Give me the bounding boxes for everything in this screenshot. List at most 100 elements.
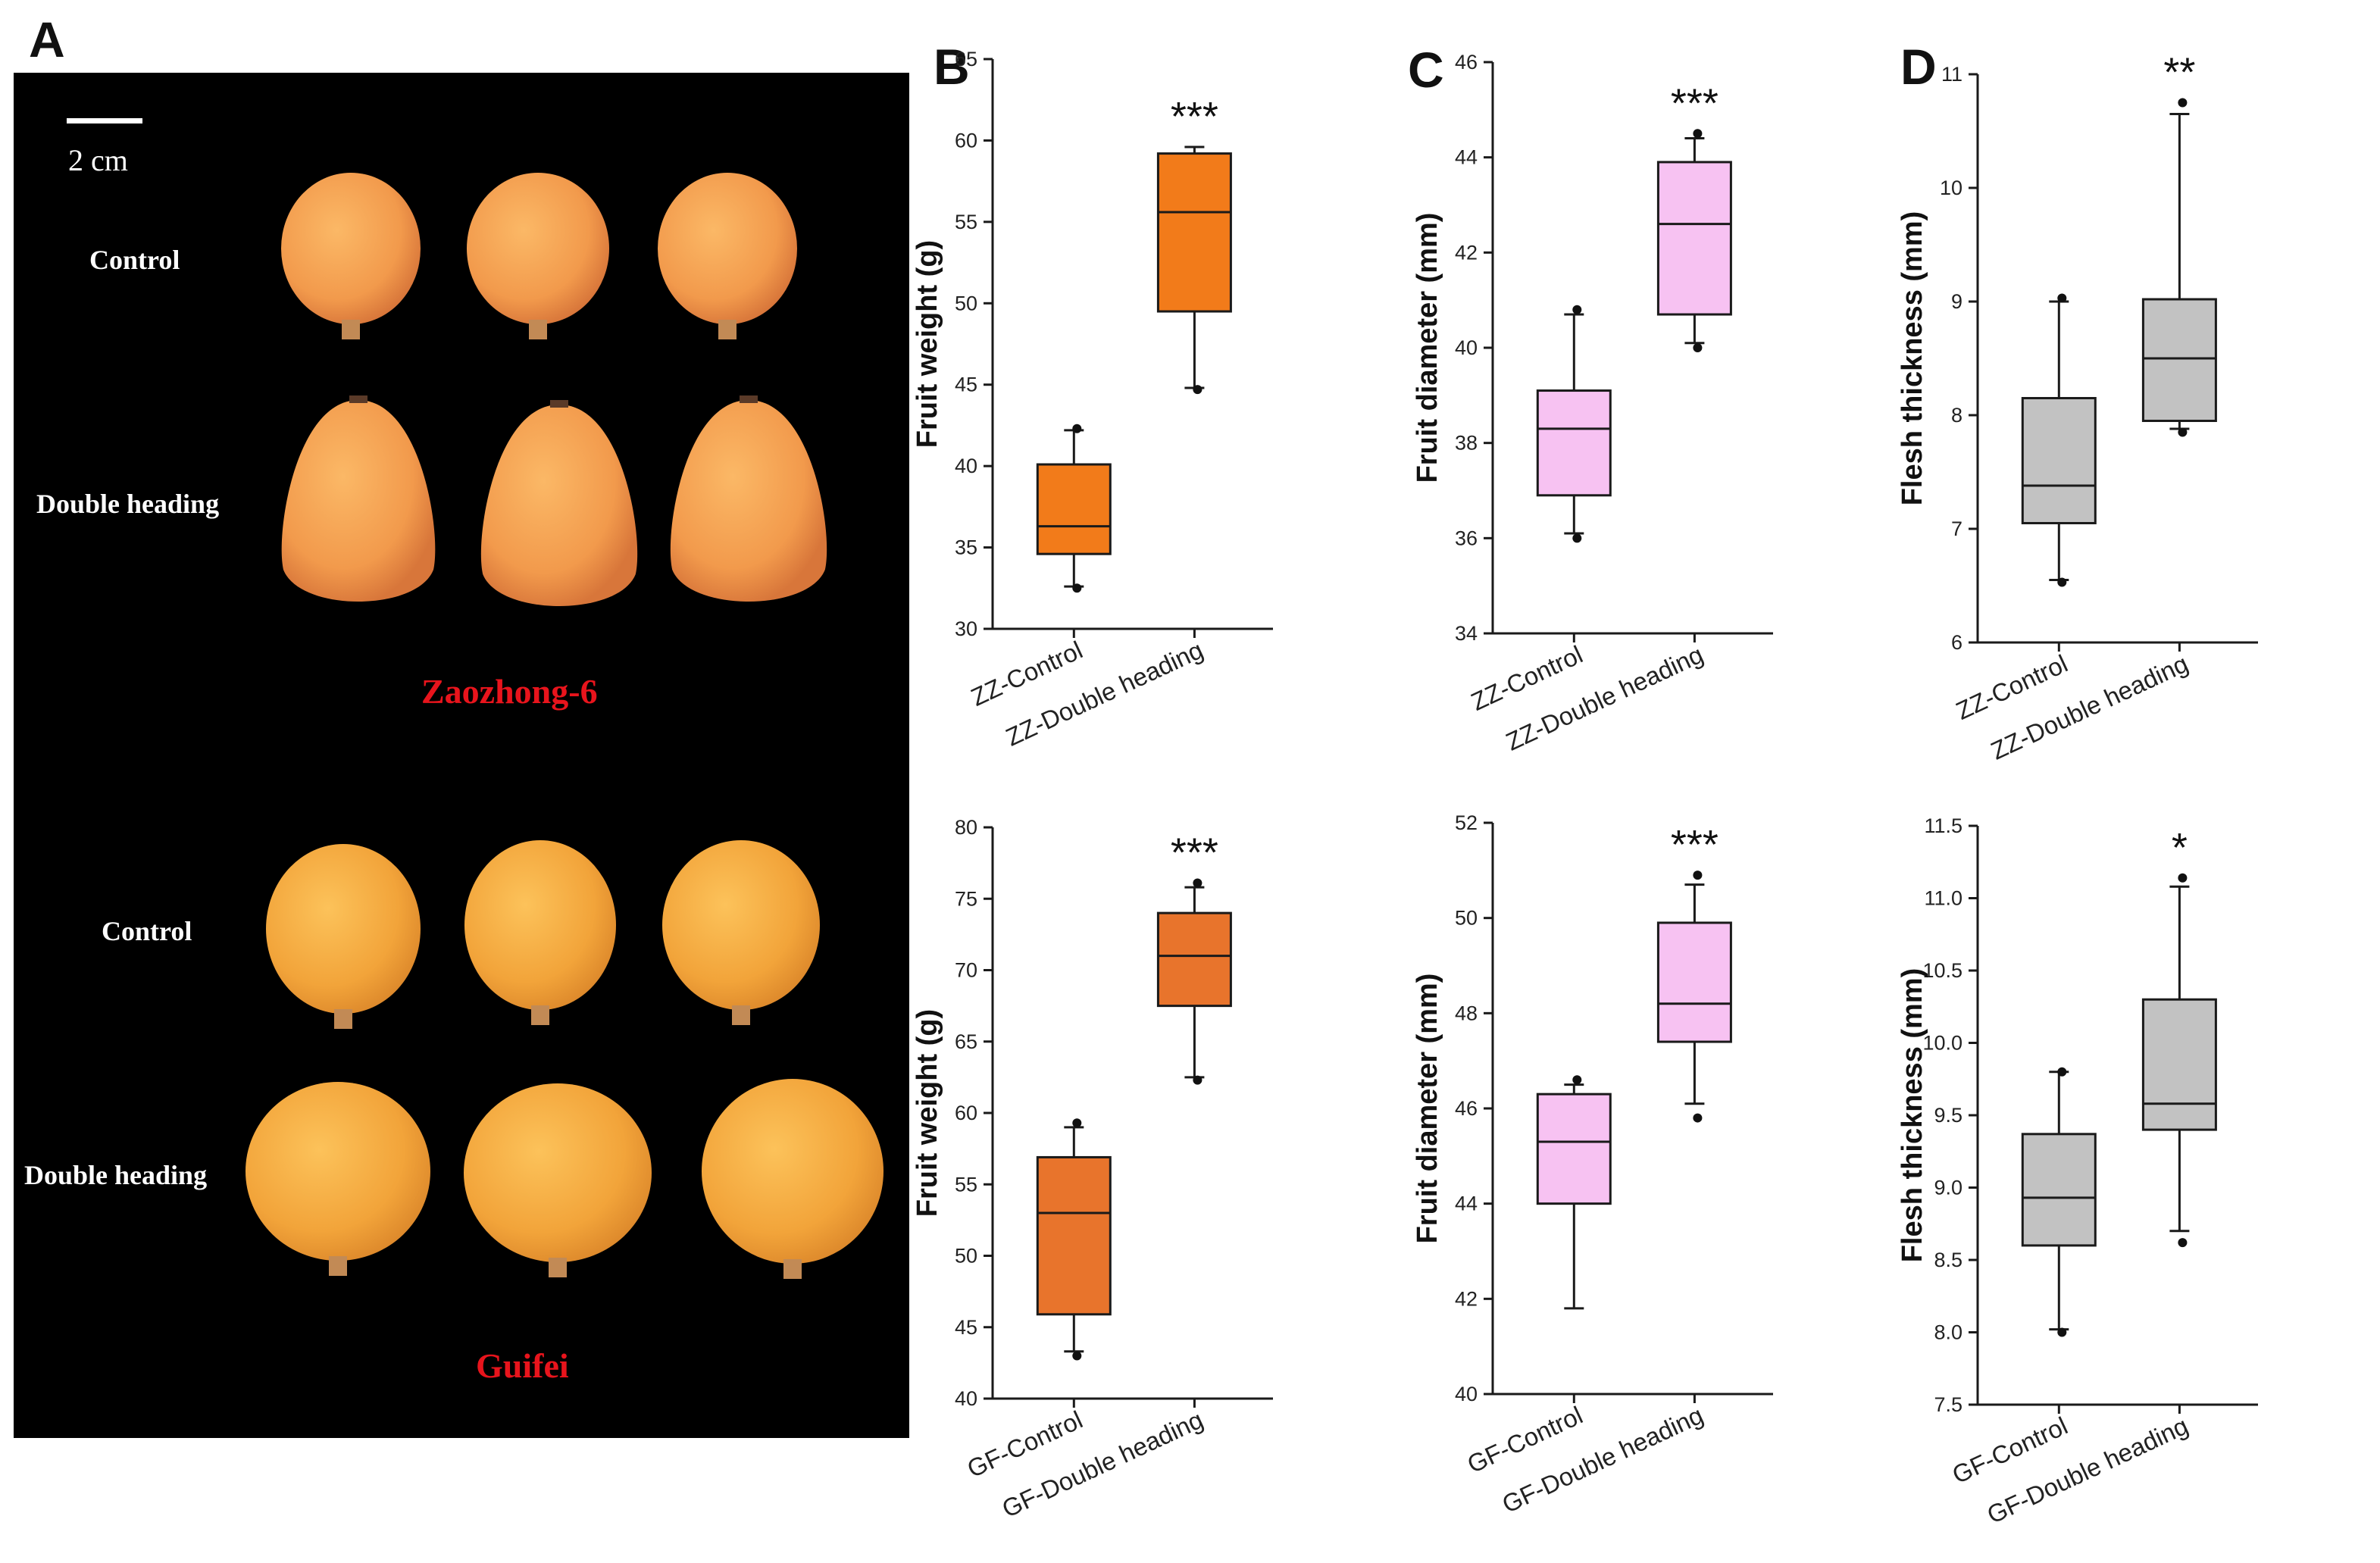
y-tick-label: 36 [1455, 527, 1478, 549]
y-tick-label: 9 [1951, 290, 1962, 313]
box-0 [2021, 1133, 2097, 1247]
y-tick-label: 65 [955, 48, 977, 70]
outlier-point [2057, 293, 2067, 303]
row-label-zz-control: Control [89, 245, 180, 275]
x-category-label: GF-Double heading [1983, 1411, 2193, 1529]
y-tick-label: 10 [1940, 177, 1962, 199]
panel-label-b: B [934, 39, 970, 95]
y-tick-label: 52 [1455, 811, 1478, 834]
outlier-point [1193, 1075, 1203, 1085]
y-axis-label: Flesh thickness (mm) [1897, 968, 1928, 1263]
y-tick-label: 11 [1941, 63, 1962, 86]
y-tick-label: 6 [1951, 631, 1962, 654]
x-category-label: ZZ-Double heading [1002, 636, 1208, 752]
panel-label-c: C [1408, 42, 1444, 98]
loquat-fruit-icon [670, 395, 827, 602]
y-tick-label: 50 [1455, 907, 1478, 930]
y-tick-label: 48 [1455, 1002, 1478, 1024]
box-0 [1036, 463, 1112, 555]
significance-label: *** [1171, 94, 1218, 139]
outlier-point [1193, 385, 1203, 395]
outlier-point [1072, 1351, 1082, 1361]
significance-label: *** [1671, 822, 1719, 867]
y-axis-label: Fruit diameter (mm) [1412, 974, 1443, 1244]
y-axis-label: Flesh thickness (mm) [1897, 211, 1928, 506]
loquat-fruit-icon [464, 1083, 652, 1277]
significance-label: *** [1671, 80, 1719, 126]
box-1 [2141, 998, 2217, 1131]
y-tick-label: 44 [1455, 1193, 1478, 1215]
y-tick-label: 65 [955, 1030, 977, 1053]
y-tick-label: 70 [955, 959, 977, 982]
box-1 [1656, 161, 1732, 316]
cultivar-label-zaozhong: Zaozhong-6 [421, 672, 598, 711]
y-tick-label: 11.0 [1924, 887, 1962, 910]
y-tick-label: 45 [955, 1316, 977, 1339]
y-tick-label: 40 [955, 1387, 977, 1410]
loquat-fruit-icon [266, 844, 421, 1029]
x-category-label: ZZ-Double heading [1987, 649, 2193, 765]
y-tick-label: 46 [1455, 51, 1478, 73]
row-label-zz-double-heading: Double heading [36, 489, 220, 519]
y-tick-label: 42 [1455, 241, 1478, 264]
scale-bar-label: 2 cm [68, 143, 128, 177]
loquat-fruit-icon [246, 1082, 430, 1276]
box-0 [1536, 1093, 1612, 1205]
box-0 [1036, 1155, 1112, 1316]
y-tick-label: 7 [1951, 517, 1962, 540]
y-tick-label: 50 [955, 292, 977, 314]
y-tick-label: 80 [955, 816, 977, 839]
y-tick-label: 34 [1455, 622, 1478, 645]
box-1 [2141, 298, 2217, 422]
outlier-point [1693, 343, 1703, 352]
outlier-point [2057, 1327, 2067, 1337]
y-tick-label: 50 [955, 1245, 977, 1268]
significance-label: * [2172, 825, 2188, 871]
loquat-fruit-icon [464, 840, 616, 1025]
loquat-fruit-icon [702, 1079, 884, 1279]
outlier-point [2178, 873, 2188, 883]
y-tick-label: 40 [1455, 1383, 1478, 1405]
chart-d-gf-flesh-thickness: 7.5 8.0 8.5 9.0 9.5 10.0 10.5 11.0 11.5 Flesh thi… [1897, 814, 2258, 1529]
y-tick-label: 40 [955, 455, 977, 477]
outlier-point [2178, 1238, 2188, 1248]
outlier-point [2178, 98, 2188, 108]
outlier-point [1072, 1118, 1082, 1128]
y-axis-label: Fruit diameter (mm) [1412, 213, 1443, 483]
y-tick-label: 8 [1951, 404, 1962, 427]
y-tick-label: 38 [1455, 432, 1478, 455]
row-label-gf-double-heading: Double heading [24, 1160, 208, 1190]
outlier-point [1072, 583, 1082, 593]
loquat-fruit-icon [281, 173, 421, 339]
loquat-fruit-icon [467, 173, 609, 339]
y-axis-label: Fruit weight (g) [912, 1009, 943, 1217]
y-tick-label: 11.5 [1924, 814, 1962, 837]
loquat-fruit-icon [662, 840, 820, 1025]
y-tick-label: 55 [955, 211, 977, 233]
y-tick-label: 30 [955, 617, 977, 640]
outlier-point [1693, 1113, 1703, 1123]
x-category-label: ZZ-Double heading [1502, 640, 1708, 756]
y-tick-label: 60 [955, 1102, 977, 1124]
outlier-point [2057, 1067, 2067, 1077]
box-1 [1656, 921, 1732, 1043]
fruit-drawing [246, 173, 884, 1279]
y-tick-label: 9.5 [1934, 1104, 1962, 1127]
y-tick-label: 10.0 [1922, 1032, 1962, 1055]
panel-label-a: A [29, 11, 65, 67]
outlier-point [1693, 871, 1703, 880]
significance-label: ** [2163, 50, 2195, 95]
y-tick-label: 42 [1455, 1287, 1478, 1310]
outlier-point [1072, 424, 1082, 433]
box-0 [2021, 397, 2097, 524]
y-tick-label: 8.0 [1934, 1321, 1962, 1344]
y-axis-label: Fruit weight (g) [912, 240, 943, 448]
x-category-label: GF-Double heading [1498, 1401, 1708, 1518]
loquat-fruit-icon [480, 400, 638, 606]
outlier-point [1572, 533, 1582, 543]
